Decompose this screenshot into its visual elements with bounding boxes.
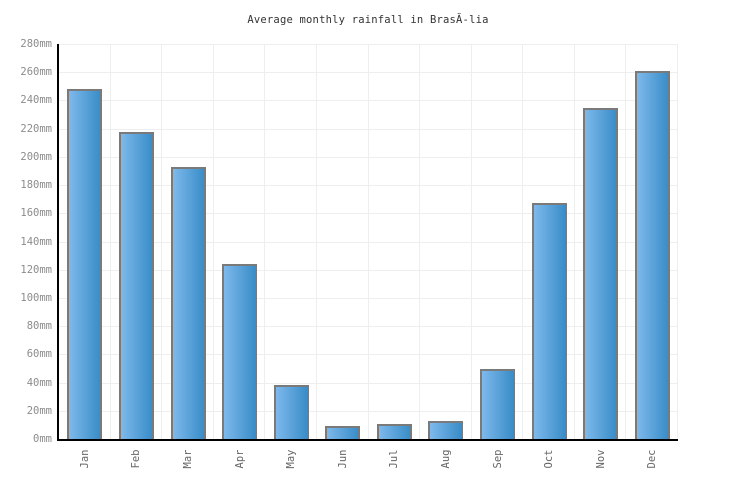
bar-nov <box>583 107 619 439</box>
bar-sep <box>480 368 515 439</box>
y-tick-label: 180mm <box>20 179 52 192</box>
bar-dec <box>634 70 670 439</box>
gridline-horizontal <box>59 72 678 74</box>
gridline-horizontal <box>59 156 678 158</box>
gridline-vertical <box>522 44 524 439</box>
gridline-horizontal <box>59 185 678 187</box>
gridline-horizontal <box>59 326 678 328</box>
gridline-vertical <box>109 44 111 439</box>
plot-area <box>57 44 678 441</box>
gridline-horizontal <box>59 269 678 271</box>
x-tick-label-sep: Sep <box>491 449 504 469</box>
x-tick-label-jul: Jul <box>388 449 401 469</box>
y-tick-label: 240mm <box>20 94 52 107</box>
bar-may <box>273 385 309 439</box>
x-tick-label-aug: Aug <box>439 449 452 469</box>
x-tick-label-feb: Feb <box>130 449 143 469</box>
gridline-vertical <box>677 44 678 439</box>
y-tick-label: 120mm <box>20 263 52 276</box>
bar-jul <box>376 423 412 439</box>
bar-aug <box>428 420 464 439</box>
gridline-horizontal <box>59 241 678 243</box>
y-tick-label: 140mm <box>20 235 52 248</box>
y-tick-label: 200mm <box>20 150 52 163</box>
x-tick-label-oct: Oct <box>543 449 555 469</box>
y-tick-label: 40mm <box>26 376 52 389</box>
y-tick-label: 80mm <box>26 320 52 333</box>
gridline-horizontal <box>59 410 678 412</box>
bar-feb <box>118 131 154 439</box>
gridline-vertical <box>315 44 317 439</box>
y-tick-label: 0mm <box>33 433 52 445</box>
gridline-vertical <box>264 44 266 439</box>
gridline-vertical <box>625 44 627 439</box>
x-tick-label-nov: Nov <box>594 449 607 469</box>
x-tick-label-mar: Mar <box>182 449 194 469</box>
y-tick-label: 280mm <box>20 38 52 50</box>
x-tick-label-apr: Apr <box>233 449 246 469</box>
gridline-horizontal <box>59 297 678 299</box>
bar-mar <box>170 166 206 439</box>
gridline-horizontal <box>59 354 678 356</box>
y-tick-label: 60mm <box>26 348 52 361</box>
y-tick-label: 20mm <box>26 404 52 417</box>
gridline-horizontal <box>59 382 678 384</box>
gridline-vertical <box>573 44 575 439</box>
gridline-vertical <box>419 44 421 439</box>
y-tick-label: 100mm <box>20 291 52 304</box>
gridline-horizontal <box>59 44 678 45</box>
x-tick-label-dec: Dec <box>646 449 659 469</box>
bar-oct <box>531 203 567 439</box>
gridline-vertical <box>161 44 163 439</box>
gridline-horizontal <box>59 128 678 130</box>
y-tick-label: 220mm <box>20 122 52 135</box>
y-tick-label: 160mm <box>20 207 52 220</box>
chart-title: Average monthly rainfall in BrasĂ-lia <box>247 14 489 26</box>
bar-jan <box>67 89 103 439</box>
gridline-vertical <box>212 44 214 439</box>
gridline-vertical <box>367 44 369 439</box>
bar-apr <box>222 264 257 439</box>
gridline-horizontal <box>59 213 678 215</box>
gridline-horizontal <box>59 100 678 102</box>
gridline-vertical <box>470 44 472 439</box>
bar-jun <box>325 426 361 439</box>
x-tick-label-may: May <box>285 449 298 469</box>
y-tick-label: 260mm <box>20 66 52 79</box>
x-tick-label-jan: Jan <box>78 449 91 469</box>
x-tick-label-jun: Jun <box>336 449 349 469</box>
